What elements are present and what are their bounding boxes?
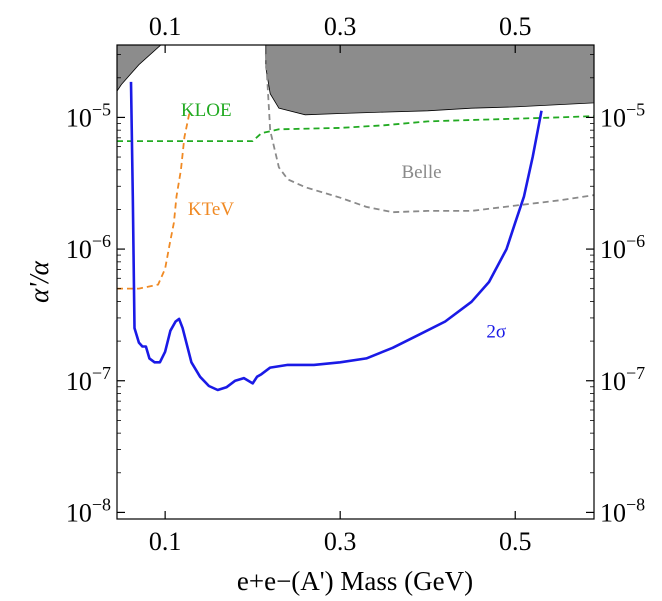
series-line-2 — [129, 81, 543, 392]
series-line-kloe — [117, 115, 594, 142]
series-line-ktev — [117, 111, 191, 290]
annotations-layer: KLOE KTeV Belle 2σ — [181, 100, 506, 342]
y-axis-title: α'/α — [24, 260, 54, 302]
y-tick-label-right: 10−5 — [600, 99, 645, 132]
y-tick-label-left: 10−7 — [66, 363, 111, 396]
x-tick-label-top: 0.5 — [499, 12, 532, 41]
y-tick-label-right: 10−8 — [600, 494, 645, 527]
curve-label-2: 2σ — [486, 321, 506, 342]
x-tick-label-top: 0.3 — [324, 12, 357, 41]
x-axis-title: e+e−(A') Mass (GeV) — [237, 566, 473, 596]
x-tick-label-bottom: 0.5 — [499, 527, 532, 556]
plot-frame — [116, 44, 595, 520]
curve-label-ktev: KTeV — [188, 199, 234, 220]
x-tick-label-bottom: 0.3 — [324, 527, 357, 556]
excluded-regions — [117, 45, 594, 116]
y-tick-label-right: 10−7 — [600, 363, 645, 396]
excluded-region-0 — [117, 45, 162, 92]
series-line-belle — [264, 54, 594, 214]
y-tick-label-left: 10−5 — [66, 99, 111, 132]
x-tick-label-top: 0.1 — [149, 12, 182, 41]
curve-label-belle: Belle — [401, 162, 441, 183]
curve-label-kloe: KLOE — [181, 100, 232, 121]
y-tick-label-left: 10−6 — [66, 231, 111, 264]
y-tick-label-left: 10−8 — [66, 494, 111, 527]
series-layer — [117, 54, 594, 392]
excluded-region-1 — [265, 45, 594, 116]
x-tick-label-bottom: 0.1 — [149, 527, 182, 556]
ticks-layer: 0.1 0.3 0.5 0.1 0.3 0.5 10−5 10−5 10−6 10−6 10−7 10… — [66, 12, 645, 556]
y-tick-label-right: 10−6 — [600, 231, 645, 264]
